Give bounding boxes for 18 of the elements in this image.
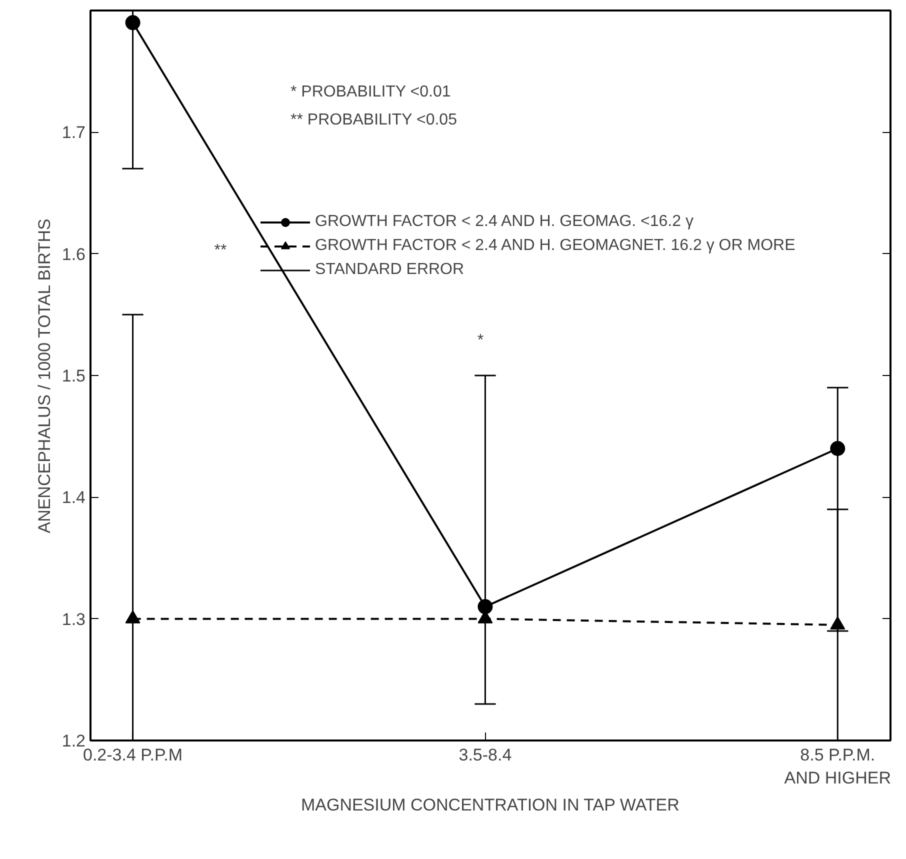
- annotation: * PROBABILITY <0.01: [290, 84, 451, 100]
- x-axis-title: MAGNESIUM CONCENTRATION IN TAP WATER: [300, 795, 680, 814]
- y-tick-label: 1.2: [62, 732, 86, 750]
- y-tick-label: 1.5: [62, 366, 86, 386]
- x-tick-label: 0.2-3.4 P.P.M: [83, 746, 183, 764]
- annotation: *: [477, 332, 484, 349]
- y-tick-label: 1.6: [62, 244, 86, 264]
- annotation: ** PROBABILITY <0.05: [290, 112, 458, 128]
- annotation: STANDARD ERROR: [315, 261, 464, 279]
- y-tick-label: 1.3: [62, 610, 86, 629]
- x-tick-label: 3.5-8.4: [458, 746, 512, 764]
- y-tick-label: 1.4: [62, 488, 86, 508]
- legend-label: GROWTH FACTOR < 2.4 AND H. GEOMAGNET. 16.2 γ OR MORE: [315, 237, 796, 255]
- annotation: **: [214, 242, 227, 259]
- legend-label: GROWTH FACTOR < 2.4 AND H. GEOMAG. <16.2 γ: [315, 213, 694, 231]
- y-axis-title: ANENCEPHALUS / 1000 TOTAL BIRTHS: [34, 218, 54, 534]
- y-tick-label: 1.7: [62, 123, 86, 142]
- x-tick-label: 8.5 P.P.M. AND HIGHER: [784, 746, 892, 788]
